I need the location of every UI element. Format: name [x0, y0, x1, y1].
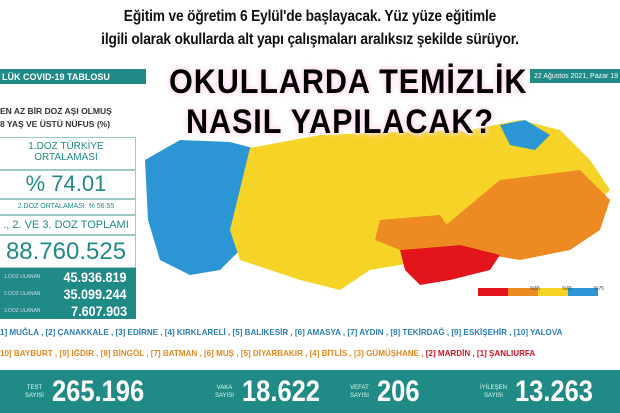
- panel-subtitle: EN AZ BİR DOZ AŞI OLMUŞ 8 YAŞ VE ÜSTÜ NÜ…: [0, 105, 112, 131]
- news-line-1: Eğitim ve öğretim 6 Eylül'de başlayacak.…: [123, 8, 497, 25]
- map-legend: %55 %65 %75: [530, 286, 604, 292]
- legend-75: %75: [594, 286, 605, 292]
- stats-bar: TEST SAYISI 265.196 VAKA SAYISI 18.622 VEFAT…: [0, 370, 620, 413]
- legend-55: %55: [530, 286, 541, 292]
- dose2-avg: 2.DOZ ORTALAMASI: % 56.55: [0, 199, 136, 215]
- legend-red: [478, 288, 508, 296]
- stat-cases: VAKA SAYISI 18.622: [215, 374, 320, 408]
- map-region-orange-mid: [375, 215, 460, 250]
- legend-orange: [508, 288, 538, 296]
- subtitle-1: EN AZ BİR DOZ AŞI OLMUŞ: [0, 106, 112, 116]
- stat-deaths: VEFAT SAYISI 206: [350, 374, 420, 408]
- total-label: ., 2. VE 3. DOZ TOPLAMI: [0, 215, 136, 235]
- news-line-2: ilgili olarak okullarda alt yapı çalışma…: [101, 31, 519, 48]
- legend-65: %65: [562, 286, 573, 292]
- dose-row: 3.DOZ ULANAN 7.607.903: [0, 302, 136, 319]
- headline-line-2: NASIL YAPILACAK?: [186, 103, 494, 141]
- total-value: 88.760.525: [0, 235, 136, 268]
- avg-label: 1.DOZ TÜRKİYE ORTALAMASI: [0, 137, 136, 170]
- stat-recovered: İYİLEŞEN SAYISI 13.263: [480, 374, 594, 408]
- map-region-east: [440, 170, 610, 260]
- map-region-west: [145, 140, 260, 275]
- map-region-southeast: [400, 245, 500, 285]
- stat-test: TEST SAYISI 265.196: [25, 374, 145, 408]
- table-title: LÜK COVID-19 TABLOSU: [0, 69, 146, 84]
- subtitle-2: 8 YAŞ VE ÜSTÜ NÜFUS (%): [0, 119, 111, 129]
- date-label: 22 Ağustos 2021, Pazar 19: [530, 69, 620, 83]
- legend-yellow: [538, 288, 568, 296]
- dose-row: 2.DOZ ULANAN 35.099.244: [0, 285, 136, 302]
- best-provinces-list: 1] MUĞLA , [2] ÇANAKKALE , [3] EDİRNE , …: [0, 327, 563, 337]
- avg-value: % 74.01: [0, 170, 136, 199]
- map-region-blue-ne: [500, 120, 550, 150]
- dose-row: 1.DOZ ULANAN 45.936.819: [0, 268, 136, 285]
- legend-blue: [568, 288, 598, 296]
- worst-provinces-list: 10] BAYBURT , [9] IĞDIR , [8] BİNGÖL , […: [0, 348, 536, 358]
- turkey-map: [145, 120, 610, 296]
- headline-line-1: OKULLARDA TEMİZLİK: [169, 63, 528, 101]
